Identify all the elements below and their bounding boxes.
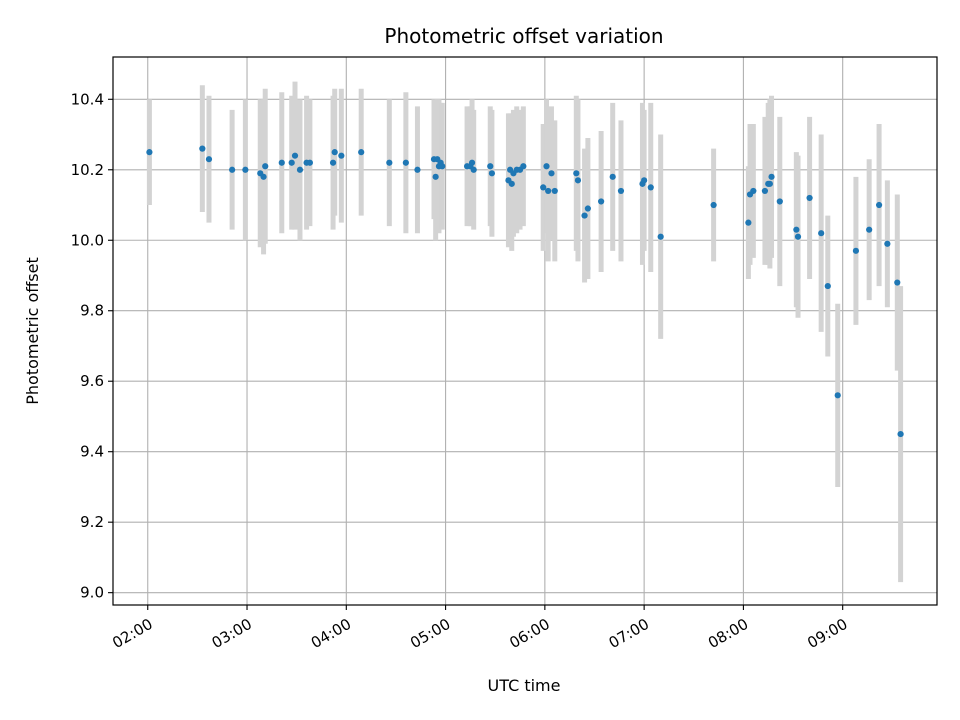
plot-frame [112, 56, 938, 606]
data-point [573, 170, 580, 177]
data-point [508, 180, 515, 187]
data-point [598, 198, 605, 205]
data-point [487, 163, 494, 170]
data-point [205, 156, 213, 163]
data-points [146, 145, 904, 438]
data-point [432, 173, 439, 180]
data-point [818, 230, 825, 237]
data-point [806, 194, 813, 202]
data-point [306, 159, 313, 166]
data-point [260, 173, 267, 180]
y-tick-label: 10.0 [71, 231, 104, 249]
data-point [794, 233, 802, 240]
data-point [470, 166, 477, 173]
data-point [291, 152, 299, 159]
y-axis-label: Photometric offset [23, 257, 42, 405]
data-point [242, 166, 249, 173]
x-axis-label: UTC time [488, 676, 561, 695]
data-point [288, 159, 295, 166]
data-point [750, 187, 757, 195]
y-tick-label: 9.2 [80, 513, 104, 531]
data-point [338, 152, 345, 159]
y-tick-label: 9.6 [80, 372, 104, 390]
data-point [852, 247, 860, 254]
data-point [439, 163, 446, 170]
data-point [278, 159, 285, 166]
data-point [884, 240, 891, 247]
data-point [897, 430, 904, 438]
y-tick-label: 10.4 [71, 90, 104, 108]
data-point [574, 177, 582, 184]
data-point [609, 173, 616, 180]
data-point [581, 212, 588, 219]
data-point [617, 187, 625, 195]
data-point [761, 187, 769, 195]
data-point [657, 233, 664, 240]
data-point [875, 201, 883, 209]
data-point [768, 173, 775, 180]
y-tick-label: 10.2 [71, 161, 104, 179]
data-point [358, 149, 365, 156]
data-point [834, 392, 841, 399]
data-point [866, 226, 873, 233]
data-point [710, 201, 717, 209]
data-point [894, 279, 901, 286]
data-point [776, 198, 783, 205]
data-point [414, 166, 421, 173]
data-point [548, 170, 555, 177]
data-point [262, 163, 269, 170]
y-tick-label: 9.0 [80, 584, 104, 602]
data-point [745, 219, 752, 226]
data-point [824, 282, 831, 290]
data-point [641, 177, 648, 184]
data-point [402, 159, 409, 166]
chart-title: Photometric offset variation [384, 24, 663, 48]
data-point [296, 166, 304, 173]
data-point [146, 149, 153, 156]
data-point [545, 187, 552, 195]
y-tick-label: 9.8 [80, 302, 104, 320]
y-tick-label: 9.4 [80, 443, 104, 461]
data-point [540, 184, 547, 191]
data-point [584, 205, 591, 212]
data-point [331, 149, 338, 156]
y-axis-ticks: 9.0 9.2 9.4 9.6 9.8 10.0 10.2 10.4 [71, 90, 113, 602]
data-point [766, 180, 773, 187]
data-point [520, 163, 527, 170]
data-point [229, 166, 236, 173]
data-point [199, 145, 206, 152]
data-point [543, 163, 550, 170]
data-point [329, 159, 337, 166]
data-point [793, 226, 800, 233]
data-point [647, 184, 654, 191]
data-point [468, 159, 476, 166]
data-point [551, 187, 558, 195]
data-point [386, 159, 393, 166]
data-point [488, 170, 496, 177]
